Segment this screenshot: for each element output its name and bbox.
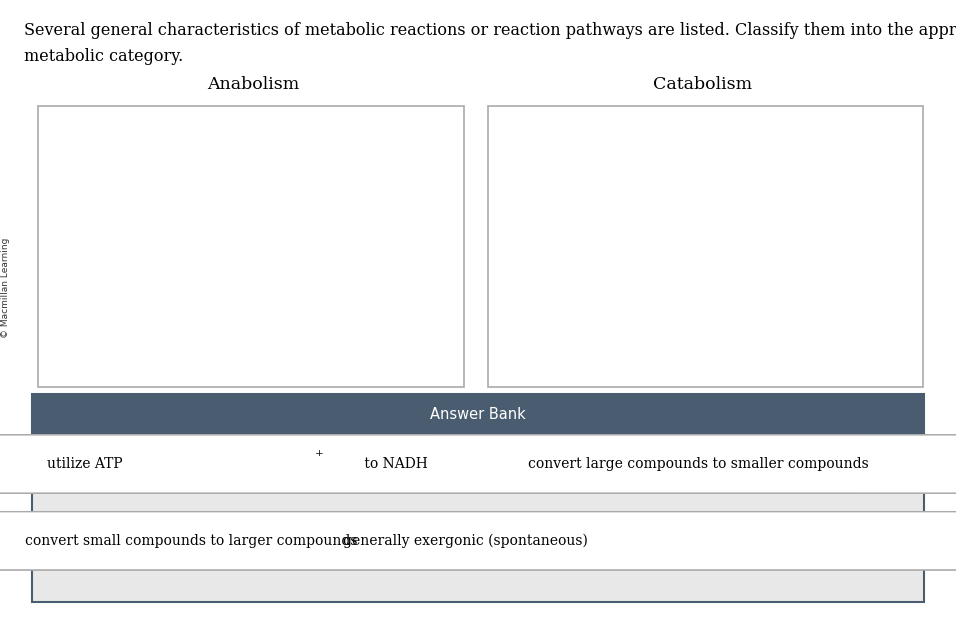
FancyBboxPatch shape (0, 435, 956, 493)
Text: Several general characteristics of metabolic reactions or reaction pathways are : Several general characteristics of metab… (24, 22, 956, 40)
FancyBboxPatch shape (0, 512, 956, 570)
FancyBboxPatch shape (0, 435, 860, 493)
Text: metabolic category.: metabolic category. (24, 48, 184, 65)
Text: Answer Bank: Answer Bank (430, 407, 526, 422)
Text: generally exergonic (spontaneous): generally exergonic (spontaneous) (343, 534, 588, 548)
Text: +: + (315, 449, 324, 458)
FancyBboxPatch shape (488, 106, 923, 387)
Text: convert small compounds to larger compounds: convert small compounds to larger compou… (25, 534, 358, 548)
FancyBboxPatch shape (38, 106, 464, 387)
Text: to NADH: to NADH (359, 457, 427, 471)
Text: convert large compounds to smaller compounds: convert large compounds to smaller compo… (528, 457, 868, 471)
FancyBboxPatch shape (32, 394, 924, 602)
FancyBboxPatch shape (32, 394, 924, 435)
FancyBboxPatch shape (0, 435, 430, 493)
FancyBboxPatch shape (0, 512, 956, 570)
Text: Catabolism: Catabolism (653, 76, 752, 93)
Text: © Macmillan Learning: © Macmillan Learning (1, 238, 11, 338)
Text: utilize ATP: utilize ATP (47, 457, 123, 471)
FancyBboxPatch shape (0, 435, 956, 493)
Text: Anabolism: Anabolism (207, 76, 299, 93)
